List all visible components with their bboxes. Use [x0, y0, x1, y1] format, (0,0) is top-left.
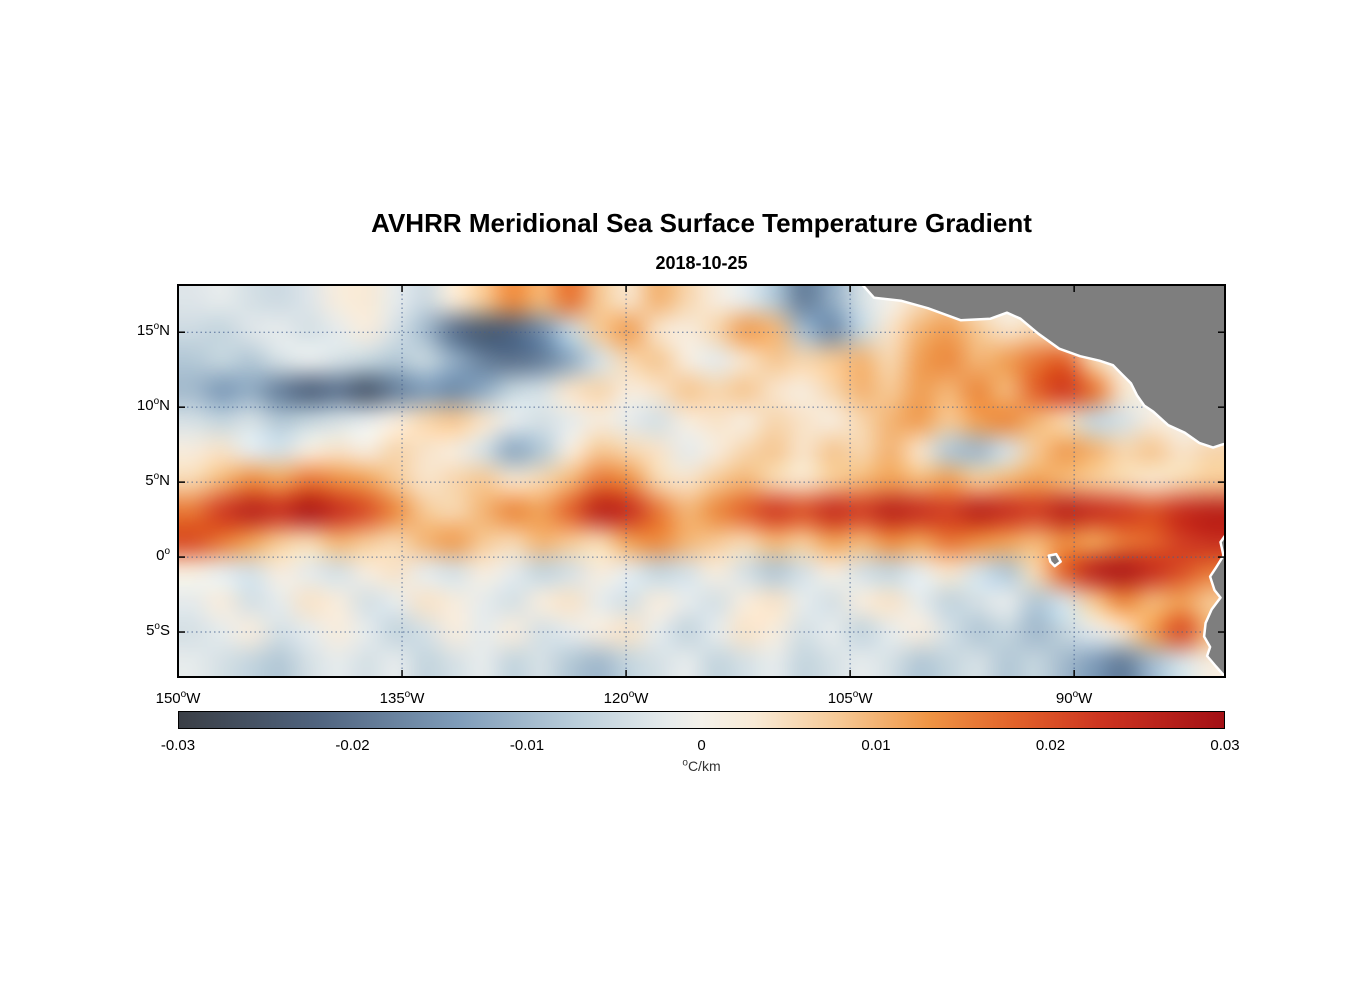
colorbar-tick-label: -0.01 — [509, 737, 545, 754]
x-tick-label: 90oW — [1055, 689, 1093, 708]
colorbar-tick-label: 0.02 — [1035, 737, 1066, 754]
colorbar-unit-label: oC/km — [682, 757, 721, 774]
grid-lines — [177, 285, 1225, 677]
x-tick-label: 150oW — [155, 689, 201, 708]
colorbar-tick-label: 0 — [697, 737, 706, 754]
x-tick-label: 120oW — [603, 689, 649, 708]
y-tick-label: 10oN — [136, 396, 170, 415]
colorbar — [178, 711, 1225, 729]
x-tick-label: 135oW — [379, 689, 425, 708]
colorbar-tick-label: 0.01 — [861, 737, 891, 754]
y-tick-label: 5oS — [146, 621, 170, 640]
colorbar-tick-label: -0.03 — [160, 737, 196, 754]
y-tick-label: 5oN — [145, 471, 170, 490]
y-tick-label: 15oN — [136, 321, 170, 340]
colorbar-tick-label: 0.03 — [1210, 737, 1240, 754]
x-tick-label: 105oW — [827, 689, 873, 708]
plot-border — [177, 284, 1226, 678]
land-polygons — [860, 285, 1225, 677]
colorbar-tick-label: -0.02 — [335, 737, 370, 754]
y-tick-label: 0o — [156, 546, 170, 565]
